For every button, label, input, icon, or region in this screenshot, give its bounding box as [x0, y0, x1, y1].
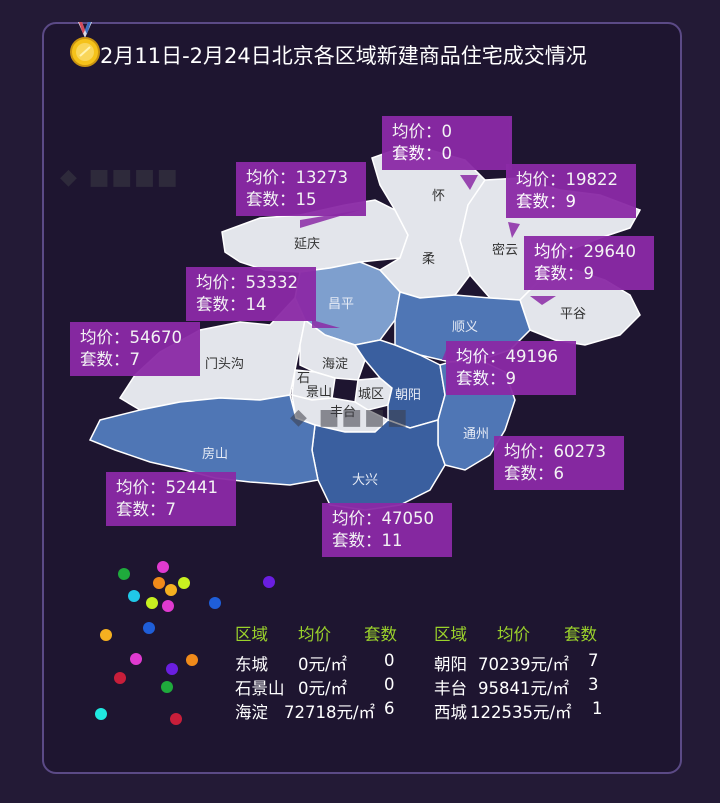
table-row-1-district-b: 朝阳	[434, 655, 467, 674]
callout-tongzhou-price: 均价：60273	[504, 442, 606, 461]
callout-daxing: 均价：47050 套数：11	[322, 503, 452, 557]
table-row-2-district-b: 丰台	[434, 679, 467, 698]
table-row-1-price-b: 70239元/㎡	[478, 655, 570, 674]
callout-mentougou-count: 套数：7	[80, 350, 140, 369]
table-row-2-district-a: 石景山	[235, 679, 285, 698]
callout-fangshan: 均价：52441 套数：7	[106, 472, 236, 526]
callout-shunyi-count: 套数：9	[456, 369, 516, 388]
callout-tongzhou-count: 套数：6	[504, 464, 564, 483]
table-row-3-count-a: 6	[384, 699, 395, 718]
callout-mentougou-price: 均价：54670	[80, 328, 182, 347]
table-row-1-count-a: 0	[384, 651, 395, 670]
callout-mentougou: 均价：54670 套数：7	[70, 322, 200, 376]
callout-pinggu: 均价：29640 套数：9	[524, 236, 654, 290]
table-row-3-count-b: 1	[592, 699, 603, 718]
callout-pinggu-count: 套数：9	[534, 264, 594, 283]
callout-pointer-changping	[312, 320, 340, 328]
table-row-3-price-b: 122535元/㎡	[470, 703, 572, 722]
callout-pointer-pinggu	[530, 296, 556, 305]
label-rou: 柔	[422, 252, 435, 267]
label-daxing: 大兴	[352, 473, 378, 488]
region-mentougou[interactable]	[118, 296, 306, 411]
label-changping: 昌平	[328, 297, 354, 312]
callout-yanqing-count: 套数：15	[246, 190, 317, 209]
callout-yanqing-price: 均价：13273	[246, 168, 348, 187]
label-fangshan: 房山	[202, 446, 228, 462]
label-chengqu: 城区	[358, 387, 384, 402]
label-huairou: 怀	[432, 189, 445, 204]
table-header-price-1: 均价	[298, 625, 331, 644]
callout-fangshan-price: 均价：52441	[116, 478, 218, 497]
brand-logo-watermark: ◆ ■■■■	[60, 165, 180, 190]
label-miyun: 密云	[492, 242, 518, 258]
label-tongzhou: 通州	[463, 427, 489, 442]
label-shijingshan-a: 石	[297, 371, 310, 386]
callout-miyun: 均价：19822 套数：9	[506, 164, 636, 218]
callout-miyun-price: 均价：19822	[516, 170, 618, 189]
table-header-count-1: 套数	[364, 625, 397, 644]
label-pinggu: 平谷	[560, 307, 586, 322]
table-row-1-count-b: 7	[588, 651, 599, 670]
callout-huairou-price: 均价：0	[392, 122, 452, 141]
callout-pointer-miyun	[508, 222, 520, 238]
callout-pointer-huairou	[460, 175, 478, 190]
table-header-district-2: 区域	[434, 625, 467, 644]
medal-icon	[70, 22, 100, 67]
page-title: 2月11日-2月24日北京各区域新建商品住宅成交情况	[100, 44, 587, 68]
label-shijingshan-b: 景山	[306, 385, 332, 400]
table-row-3-price-a: 72718元/㎡	[284, 703, 376, 722]
region-daxing[interactable]	[311, 419, 446, 511]
callout-changping-count: 套数：14	[196, 295, 267, 314]
callout-changping-price: 均价：53332	[196, 273, 298, 292]
callout-miyun-count: 套数：9	[516, 192, 576, 211]
label-yanqing: 延庆	[294, 237, 320, 252]
callout-shunyi-price: 均价：49196	[456, 347, 558, 366]
callout-fangshan-count: 套数：7	[116, 500, 176, 519]
label-shunyi: 顺义	[452, 320, 478, 335]
label-fengtai: 丰台	[330, 405, 356, 420]
table-row-2-price-a: 0元/㎡	[298, 679, 348, 698]
table-row-1-district-a: 东城	[235, 655, 268, 674]
callout-huairou-count: 套数：0	[392, 144, 452, 163]
table-row-2-count-b: 3	[588, 675, 599, 694]
table-row-3-district-a: 海淀	[235, 703, 268, 722]
callout-huairou: 均价：0 套数：0	[382, 116, 512, 170]
table-header-district-1: 区域	[235, 625, 268, 644]
callout-changping: 均价：53332 套数：14	[186, 267, 316, 321]
callout-yanqing: 均价：13273 套数：15	[236, 162, 366, 216]
callout-pinggu-price: 均价：29640	[534, 242, 636, 261]
callout-daxing-price: 均价：47050	[332, 509, 434, 528]
table-row-1-price-a: 0元/㎡	[298, 655, 348, 674]
callout-tongzhou: 均价：60273 套数：6	[494, 436, 624, 490]
table-header-count-2: 套数	[564, 625, 597, 644]
label-chaoyang: 朝阳	[395, 388, 421, 403]
table-row-3-district-b: 西城	[434, 703, 467, 722]
region-fangshan[interactable]	[88, 394, 319, 486]
table-header-price-2: 均价	[497, 625, 530, 644]
callout-daxing-count: 套数：11	[332, 531, 403, 550]
label-haidian: 海淀	[322, 357, 348, 372]
region-haidian[interactable]	[299, 318, 366, 381]
callout-shunyi: 均价：49196 套数：9	[446, 341, 576, 395]
label-mentougou: 门头沟	[205, 357, 244, 372]
table-row-2-count-a: 0	[384, 675, 395, 694]
table-row-2-price-b: 95841元/㎡	[478, 679, 570, 698]
brand-logo-watermark-center: ◆ ■■■■	[290, 405, 410, 430]
